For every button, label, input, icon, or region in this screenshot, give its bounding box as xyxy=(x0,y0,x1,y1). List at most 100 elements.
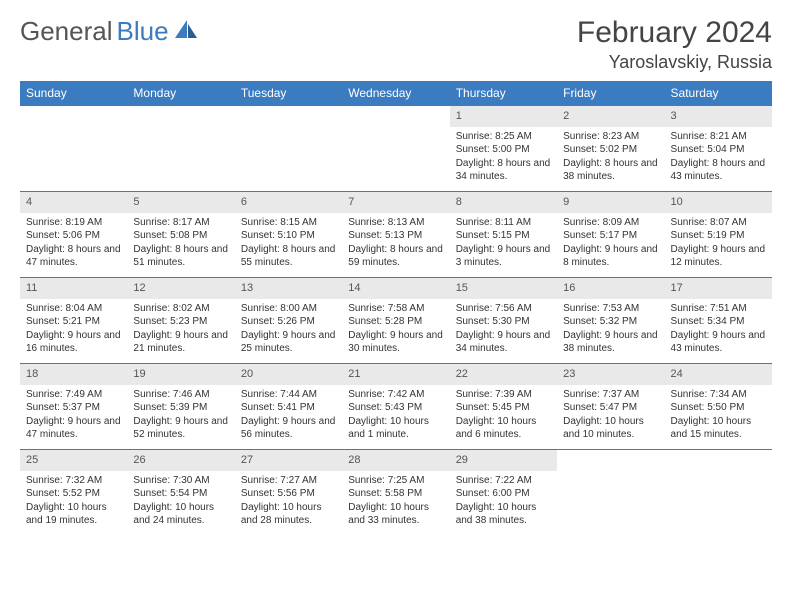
sunrise-text: Sunrise: 8:00 AM xyxy=(241,302,336,316)
daylight-text: Daylight: 10 hours and 1 minute. xyxy=(348,415,443,442)
calendar-cell: 27Sunrise: 7:27 AMSunset: 5:56 PMDayligh… xyxy=(235,450,342,536)
daylight-text: Daylight: 8 hours and 59 minutes. xyxy=(348,243,443,270)
calendar-cell: 10Sunrise: 8:07 AMSunset: 5:19 PMDayligh… xyxy=(665,192,772,278)
day-number: 8 xyxy=(450,192,557,213)
calendar-cell: 25Sunrise: 7:32 AMSunset: 5:52 PMDayligh… xyxy=(20,450,127,536)
calendar-cell xyxy=(127,106,234,192)
daylight-text: Daylight: 9 hours and 47 minutes. xyxy=(26,415,121,442)
sunset-text: Sunset: 5:06 PM xyxy=(26,229,121,243)
daylight-text: Daylight: 9 hours and 52 minutes. xyxy=(133,415,228,442)
day-number: 9 xyxy=(557,192,664,213)
sunset-text: Sunset: 5:13 PM xyxy=(348,229,443,243)
day-details: Sunrise: 8:25 AMSunset: 5:00 PMDaylight:… xyxy=(450,127,557,188)
sunrise-text: Sunrise: 8:21 AM xyxy=(671,130,766,144)
calendar-cell xyxy=(342,106,449,192)
calendar-week-row: 11Sunrise: 8:04 AMSunset: 5:21 PMDayligh… xyxy=(20,278,772,364)
sunrise-text: Sunrise: 8:23 AM xyxy=(563,130,658,144)
sunset-text: Sunset: 5:21 PM xyxy=(26,315,121,329)
calendar-cell: 28Sunrise: 7:25 AMSunset: 5:58 PMDayligh… xyxy=(342,450,449,536)
weekday-header: Sunday xyxy=(20,81,127,106)
day-details: Sunrise: 7:51 AMSunset: 5:34 PMDaylight:… xyxy=(665,299,772,360)
calendar-week-row: 18Sunrise: 7:49 AMSunset: 5:37 PMDayligh… xyxy=(20,364,772,450)
day-number: 12 xyxy=(127,278,234,299)
day-number: 24 xyxy=(665,364,772,385)
sunrise-text: Sunrise: 7:44 AM xyxy=(241,388,336,402)
day-number: 14 xyxy=(342,278,449,299)
header: GeneralBlue February 2024 Yaroslavskiy, … xyxy=(20,16,772,73)
calendar-week-row: 1Sunrise: 8:25 AMSunset: 5:00 PMDaylight… xyxy=(20,106,772,192)
sunset-text: Sunset: 5:00 PM xyxy=(456,143,551,157)
day-details: Sunrise: 8:07 AMSunset: 5:19 PMDaylight:… xyxy=(665,213,772,274)
day-number: 16 xyxy=(557,278,664,299)
day-details: Sunrise: 7:30 AMSunset: 5:54 PMDaylight:… xyxy=(127,471,234,532)
day-number: 27 xyxy=(235,450,342,471)
day-number: 28 xyxy=(342,450,449,471)
calendar-cell: 7Sunrise: 8:13 AMSunset: 5:13 PMDaylight… xyxy=(342,192,449,278)
day-number: 17 xyxy=(665,278,772,299)
sunset-text: Sunset: 5:43 PM xyxy=(348,401,443,415)
day-details: Sunrise: 7:58 AMSunset: 5:28 PMDaylight:… xyxy=(342,299,449,360)
calendar-cell: 19Sunrise: 7:46 AMSunset: 5:39 PMDayligh… xyxy=(127,364,234,450)
calendar-cell xyxy=(557,450,664,536)
daylight-text: Daylight: 10 hours and 19 minutes. xyxy=(26,501,121,528)
day-details: Sunrise: 8:13 AMSunset: 5:13 PMDaylight:… xyxy=(342,213,449,274)
day-details xyxy=(342,127,449,134)
weekday-header: Tuesday xyxy=(235,81,342,106)
sunset-text: Sunset: 5:30 PM xyxy=(456,315,551,329)
daylight-text: Daylight: 9 hours and 25 minutes. xyxy=(241,329,336,356)
day-number: 20 xyxy=(235,364,342,385)
sunrise-text: Sunrise: 7:30 AM xyxy=(133,474,228,488)
month-title: February 2024 xyxy=(577,16,772,50)
day-number: 15 xyxy=(450,278,557,299)
day-details: Sunrise: 7:44 AMSunset: 5:41 PMDaylight:… xyxy=(235,385,342,446)
daylight-text: Daylight: 9 hours and 56 minutes. xyxy=(241,415,336,442)
sunrise-text: Sunrise: 7:49 AM xyxy=(26,388,121,402)
title-block: February 2024 Yaroslavskiy, Russia xyxy=(577,16,772,73)
sunset-text: Sunset: 5:26 PM xyxy=(241,315,336,329)
day-number: 26 xyxy=(127,450,234,471)
day-details: Sunrise: 7:22 AMSunset: 6:00 PMDaylight:… xyxy=(450,471,557,532)
day-details: Sunrise: 7:46 AMSunset: 5:39 PMDaylight:… xyxy=(127,385,234,446)
calendar-cell: 22Sunrise: 7:39 AMSunset: 5:45 PMDayligh… xyxy=(450,364,557,450)
calendar-cell: 24Sunrise: 7:34 AMSunset: 5:50 PMDayligh… xyxy=(665,364,772,450)
daylight-text: Daylight: 10 hours and 24 minutes. xyxy=(133,501,228,528)
sunrise-text: Sunrise: 8:02 AM xyxy=(133,302,228,316)
sunrise-text: Sunrise: 7:37 AM xyxy=(563,388,658,402)
day-number: 25 xyxy=(20,450,127,471)
calendar-table: Sunday Monday Tuesday Wednesday Thursday… xyxy=(20,81,772,536)
day-details: Sunrise: 7:39 AMSunset: 5:45 PMDaylight:… xyxy=(450,385,557,446)
sunrise-text: Sunrise: 7:32 AM xyxy=(26,474,121,488)
sunrise-text: Sunrise: 7:58 AM xyxy=(348,302,443,316)
day-details xyxy=(557,471,664,478)
daylight-text: Daylight: 10 hours and 33 minutes. xyxy=(348,501,443,528)
daylight-text: Daylight: 9 hours and 38 minutes. xyxy=(563,329,658,356)
sunrise-text: Sunrise: 8:04 AM xyxy=(26,302,121,316)
sunrise-text: Sunrise: 7:53 AM xyxy=(563,302,658,316)
daylight-text: Daylight: 10 hours and 15 minutes. xyxy=(671,415,766,442)
day-details: Sunrise: 7:25 AMSunset: 5:58 PMDaylight:… xyxy=(342,471,449,532)
calendar-cell: 23Sunrise: 7:37 AMSunset: 5:47 PMDayligh… xyxy=(557,364,664,450)
day-number: 13 xyxy=(235,278,342,299)
day-details: Sunrise: 7:27 AMSunset: 5:56 PMDaylight:… xyxy=(235,471,342,532)
daylight-text: Daylight: 8 hours and 43 minutes. xyxy=(671,157,766,184)
day-details xyxy=(235,127,342,134)
calendar-cell: 4Sunrise: 8:19 AMSunset: 5:06 PMDaylight… xyxy=(20,192,127,278)
sunrise-text: Sunrise: 8:11 AM xyxy=(456,216,551,230)
day-number: 2 xyxy=(557,106,664,127)
sunrise-text: Sunrise: 8:09 AM xyxy=(563,216,658,230)
daylight-text: Daylight: 10 hours and 38 minutes. xyxy=(456,501,551,528)
calendar-cell: 18Sunrise: 7:49 AMSunset: 5:37 PMDayligh… xyxy=(20,364,127,450)
weekday-header-row: Sunday Monday Tuesday Wednesday Thursday… xyxy=(20,81,772,106)
sunset-text: Sunset: 5:02 PM xyxy=(563,143,658,157)
weekday-header: Friday xyxy=(557,81,664,106)
sunset-text: Sunset: 6:00 PM xyxy=(456,487,551,501)
day-number: 3 xyxy=(665,106,772,127)
calendar-cell: 3Sunrise: 8:21 AMSunset: 5:04 PMDaylight… xyxy=(665,106,772,192)
calendar-cell: 17Sunrise: 7:51 AMSunset: 5:34 PMDayligh… xyxy=(665,278,772,364)
daylight-text: Daylight: 9 hours and 30 minutes. xyxy=(348,329,443,356)
daylight-text: Daylight: 9 hours and 21 minutes. xyxy=(133,329,228,356)
daylight-text: Daylight: 9 hours and 8 minutes. xyxy=(563,243,658,270)
calendar-cell: 29Sunrise: 7:22 AMSunset: 6:00 PMDayligh… xyxy=(450,450,557,536)
day-details xyxy=(127,127,234,134)
weekday-header: Thursday xyxy=(450,81,557,106)
